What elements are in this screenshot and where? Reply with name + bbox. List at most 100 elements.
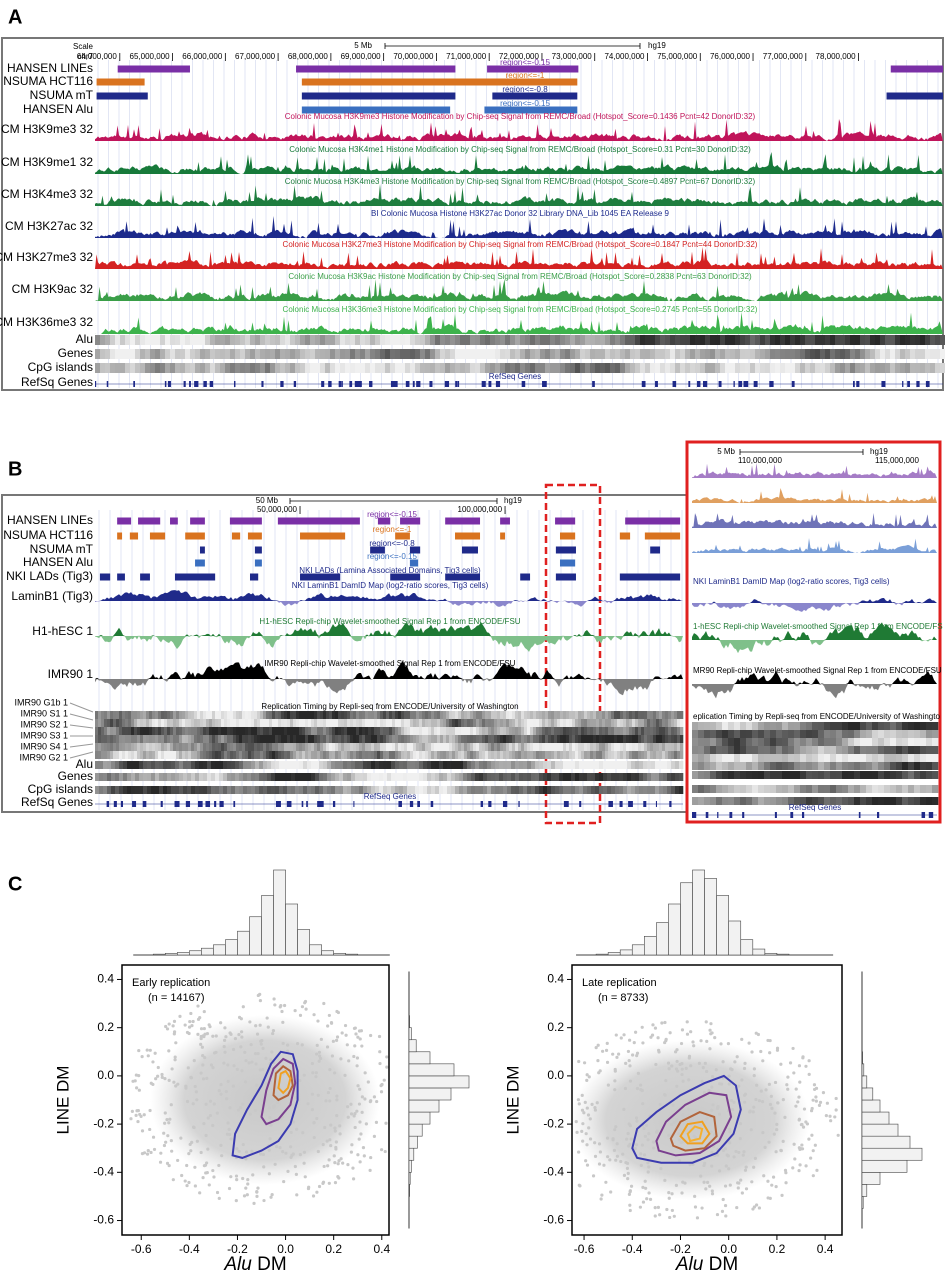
- point-texture: [240, 1030, 244, 1034]
- density-cell: [199, 786, 204, 794]
- point-texture: [834, 1096, 838, 1101]
- density-cell: [607, 761, 612, 769]
- density-cell: [560, 751, 564, 759]
- density-cell: [360, 363, 366, 373]
- density-cell: [125, 711, 129, 719]
- density-cell: [235, 335, 241, 345]
- density-cell: [131, 719, 135, 727]
- signal-track: [692, 488, 937, 503]
- point-texture: [302, 1161, 306, 1165]
- point-texture: [774, 1185, 778, 1189]
- density-cell: [503, 735, 507, 743]
- density-cell: [125, 751, 129, 759]
- point-texture: [241, 1176, 245, 1181]
- density-cell: [935, 349, 941, 359]
- density-cell: [836, 785, 843, 793]
- point-texture: [204, 1102, 208, 1106]
- density-cell: [524, 743, 528, 751]
- density-cell: [459, 786, 464, 794]
- density-cell: [540, 335, 546, 345]
- density-cell: [587, 751, 591, 759]
- gene: [738, 381, 743, 387]
- density-cell: [497, 711, 501, 719]
- density-cell: [680, 751, 684, 759]
- density-cell: [536, 719, 540, 727]
- density-cell: [428, 719, 432, 727]
- density-cell: [380, 727, 384, 735]
- density-cell: [279, 761, 284, 769]
- density-cell: [413, 719, 417, 727]
- density-cell: [123, 773, 128, 781]
- point-texture: [756, 1032, 761, 1037]
- density-cell: [95, 349, 101, 359]
- point-texture: [635, 1053, 639, 1058]
- density-cell: [512, 743, 516, 751]
- density-cell: [111, 773, 116, 781]
- density-cell: [527, 735, 531, 743]
- point-texture: [834, 1108, 838, 1112]
- density-cell: [188, 735, 192, 743]
- density-cell: [210, 363, 216, 373]
- density-cell: [599, 751, 603, 759]
- density-cell: [671, 719, 675, 727]
- density-cell: [806, 746, 813, 754]
- point-texture: [833, 1115, 837, 1119]
- density-cell: [257, 727, 261, 735]
- hist-bar: [249, 916, 262, 956]
- point-texture: [176, 1158, 180, 1163]
- point-texture: [784, 1171, 788, 1175]
- density-cell: [311, 735, 315, 743]
- point-texture: [172, 1019, 177, 1023]
- point-texture: [298, 1013, 303, 1017]
- density-cell: [663, 773, 668, 781]
- density-cell: [197, 727, 201, 735]
- point-texture: [760, 1100, 765, 1104]
- density-cell: [260, 735, 264, 743]
- density-cell: [110, 711, 114, 719]
- density-cell: [485, 751, 489, 759]
- density-cell: [524, 711, 528, 719]
- point-texture: [328, 1099, 332, 1103]
- density-cell: [269, 735, 273, 743]
- density-cell: [110, 743, 114, 751]
- density-cell: [425, 349, 431, 359]
- density-cell: [605, 743, 609, 751]
- density-cell: [752, 785, 759, 793]
- density-cell: [523, 761, 528, 769]
- density-cell: [605, 335, 611, 345]
- point-texture: [709, 1130, 713, 1134]
- density-cell: [631, 761, 636, 769]
- density-cell: [635, 363, 641, 373]
- density-cell: [644, 711, 648, 719]
- density-cell: [325, 363, 331, 373]
- density-cell: [668, 711, 672, 719]
- density-cell: [623, 735, 627, 743]
- density-cell: [587, 761, 592, 769]
- point-texture: [640, 1143, 644, 1147]
- point-texture: [266, 1025, 270, 1029]
- density-cell: [491, 743, 495, 751]
- density-cell: [487, 773, 492, 781]
- density-cell: [290, 743, 294, 751]
- density-cell: [569, 727, 573, 735]
- point-texture: [657, 1050, 661, 1054]
- density-cell: [776, 722, 783, 730]
- density-cell: [551, 719, 555, 727]
- density-cell: [467, 727, 471, 735]
- density-cell: [505, 335, 511, 345]
- density-cell: [443, 727, 447, 735]
- density-cell: [413, 743, 417, 751]
- density-cell: [900, 349, 906, 359]
- label: Genes: [58, 769, 93, 783]
- density-cell: [351, 786, 356, 794]
- point-texture: [353, 1044, 357, 1048]
- point-texture: [324, 1099, 328, 1103]
- point-texture: [647, 1132, 651, 1136]
- density-cell: [599, 711, 603, 719]
- point-texture: [219, 1021, 223, 1025]
- point-texture: [768, 1102, 773, 1107]
- density-cell: [920, 746, 927, 754]
- point-texture: [710, 1189, 714, 1193]
- density-cell: [850, 335, 856, 345]
- density-cell: [551, 761, 556, 769]
